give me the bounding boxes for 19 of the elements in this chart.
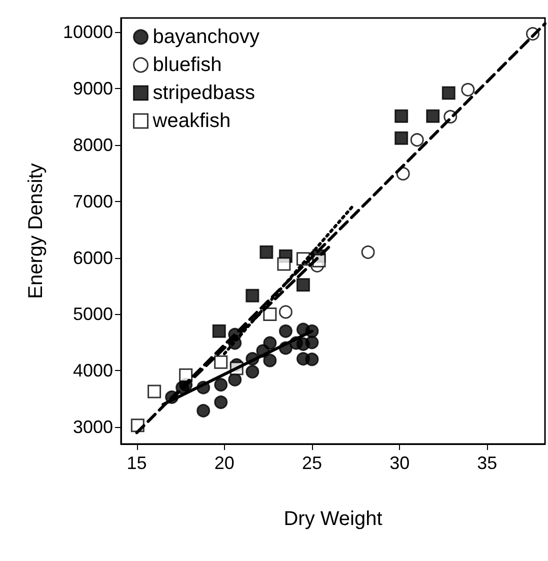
- legend-label: stripedbass: [152, 82, 256, 104]
- y-tick-label: 4000: [72, 360, 113, 381]
- x-tick-label: 30: [390, 453, 410, 473]
- x-tick-label: 35: [477, 453, 498, 473]
- y-tick-label: 9000: [72, 78, 113, 99]
- y-axis-title: Energy Density: [25, 163, 47, 299]
- y-tick-label: 8000: [72, 134, 113, 155]
- legend-label: weakfish: [152, 110, 231, 132]
- y-tick-label: 10000: [62, 22, 113, 42]
- legend-label: bayanchovy: [152, 26, 260, 48]
- y-tick-label: 3000: [72, 417, 113, 438]
- y-tick-label: 7000: [72, 191, 113, 212]
- y-tick-label: 5000: [72, 304, 113, 324]
- y-tick-label: 6000: [72, 248, 113, 268]
- x-tick-label: 20: [214, 453, 234, 473]
- legend-label: bluefish: [152, 54, 222, 76]
- x-axis-title: Dry Weight: [284, 508, 383, 530]
- x-tick-label: 15: [126, 453, 147, 473]
- x-tick-label: 25: [302, 453, 322, 473]
